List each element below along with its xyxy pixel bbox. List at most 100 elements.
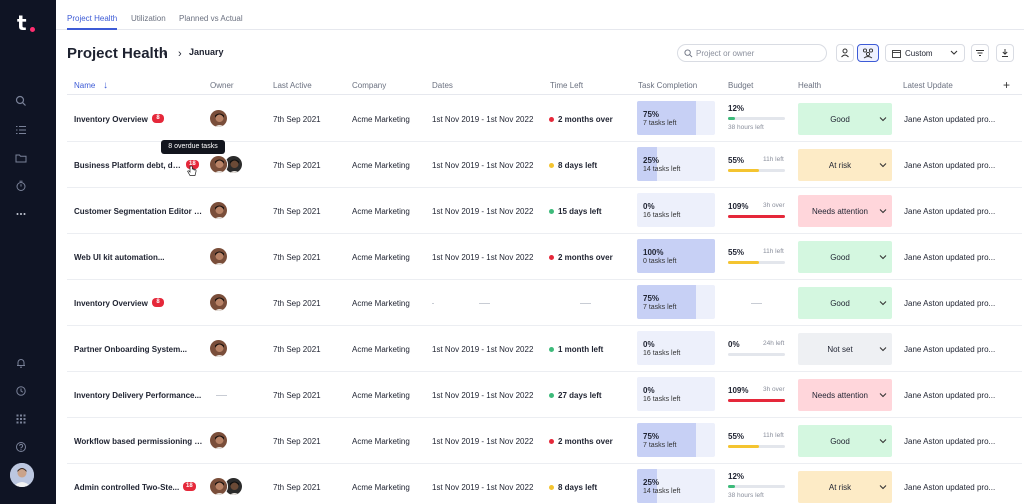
tab-planned-vs-actual[interactable]: Planned vs Actual — [179, 14, 243, 23]
tab-utilization[interactable]: Utilization — [131, 14, 166, 23]
health-status-dropdown[interactable]: At risk — [798, 471, 892, 503]
prev-month-icon[interactable]: ‹ — [163, 48, 167, 60]
project-name[interactable]: Business Platform debt, de... — [74, 161, 182, 170]
date-range: 1st Nov 2019 - 1st Nov 2022 — [432, 437, 534, 446]
project-name[interactable]: Inventory Overview — [74, 299, 148, 308]
filter-button[interactable] — [971, 44, 989, 62]
tasks-left: 14 tasks left — [643, 488, 681, 495]
task-completion-bar[interactable]: 75% 7 tasks left — [637, 101, 715, 135]
col-header-budget[interactable]: Budget — [728, 81, 754, 90]
overdue-tasks-badge[interactable]: 8 — [152, 298, 164, 307]
owner-avatar[interactable] — [209, 247, 228, 266]
tasks-left: 7 tasks left — [643, 304, 677, 311]
user-avatar[interactable] — [10, 463, 34, 487]
table-row[interactable]: Inventory Delivery Performance... 7th Sep… — [67, 372, 1022, 418]
owner-avatar[interactable] — [209, 293, 228, 312]
bell-icon[interactable] — [15, 357, 27, 369]
task-completion-bar[interactable]: 25% 14 tasks left — [637, 147, 715, 181]
col-header-latest-update[interactable]: Latest Update — [903, 81, 953, 90]
health-status-dropdown[interactable]: Good — [798, 241, 892, 273]
table-row[interactable]: Partner Onboarding System... 7th Sep 2021… — [67, 326, 1022, 372]
col-header-company[interactable]: Company — [352, 81, 387, 90]
latest-update[interactable]: Jane Aston updated pro... — [904, 299, 996, 308]
table-row[interactable]: Business Platform debt, de... 18 7th Sep 2… — [67, 142, 1022, 188]
table-row[interactable]: Inventory Overview 8 7th Sep 2021 Acme Mark… — [67, 280, 1022, 326]
project-name[interactable]: Inventory Delivery Performance... — [74, 391, 202, 400]
help-icon[interactable] — [15, 441, 27, 453]
task-completion-bar[interactable]: 25% 14 tasks left — [637, 469, 715, 503]
date-range-dropdown[interactable]: Custom — [885, 44, 965, 62]
history-icon[interactable] — [15, 385, 27, 397]
latest-update[interactable]: Jane Aston updated pro... — [904, 345, 996, 354]
owner-avatar[interactable] — [209, 431, 228, 450]
latest-update[interactable]: Jane Aston updated pro... — [904, 483, 996, 492]
next-month-icon[interactable]: › — [178, 48, 182, 60]
col-header-name[interactable]: Name — [74, 81, 96, 90]
timer-icon[interactable] — [15, 180, 27, 192]
sort-arrow-down-icon[interactable]: ↓ — [103, 80, 108, 91]
tasks-list-icon[interactable] — [15, 124, 27, 136]
add-column-icon[interactable]: + — [1003, 78, 1011, 92]
table-row[interactable]: Customer Segmentation Editor F... 7th Sep… — [67, 188, 1022, 234]
col-header-health[interactable]: Health — [798, 81, 822, 90]
overdue-tasks-badge[interactable]: 18 — [186, 160, 199, 169]
owner-avatar[interactable] — [209, 109, 228, 128]
health-status-dropdown[interactable]: Good — [798, 425, 892, 457]
single-user-view-button[interactable] — [836, 44, 854, 62]
download-button[interactable] — [996, 44, 1014, 62]
project-name[interactable]: Web UI kit automation... — [74, 253, 165, 262]
apps-grid-icon[interactable] — [15, 413, 27, 425]
owner-avatar[interactable] — [209, 155, 228, 174]
latest-update[interactable]: Jane Aston updated pro... — [904, 161, 996, 170]
table-row[interactable]: Web UI kit automation... 7th Sep 2021 Acme… — [67, 234, 1022, 280]
health-status-label: Good — [830, 437, 850, 446]
budget-percent: 12% — [728, 104, 745, 113]
col-header-time-left[interactable]: Time Left — [550, 81, 584, 90]
project-name[interactable]: Workflow based permissioning e... — [74, 437, 204, 446]
company-name: Acme Marketing — [352, 437, 410, 446]
budget-note: 3h over — [763, 202, 785, 209]
project-name[interactable]: Partner Onboarding System... — [74, 345, 187, 354]
task-completion-bar[interactable]: 75% 7 tasks left — [637, 423, 715, 457]
owner-avatar[interactable] — [209, 201, 228, 220]
time-left: 8 days left — [558, 161, 598, 170]
owner-avatar[interactable] — [209, 339, 228, 358]
team-view-button[interactable] — [857, 44, 879, 62]
table-row[interactable]: Inventory Overview 8 7th Sep 2021 Acme Mark… — [67, 96, 1022, 142]
col-header-dates[interactable]: Dates — [432, 81, 453, 90]
health-status-dropdown[interactable]: Good — [798, 287, 892, 319]
tab-project-health[interactable]: Project Health — [67, 14, 118, 30]
folder-icon[interactable] — [15, 152, 27, 164]
project-name[interactable]: Inventory Overview — [74, 115, 148, 124]
health-status-dropdown[interactable]: Needs attention — [798, 379, 892, 411]
table-row[interactable]: Workflow based permissioning e... 7th Sep… — [67, 418, 1022, 464]
health-status-dropdown[interactable]: Good — [798, 103, 892, 135]
health-status-dropdown[interactable]: Not set — [798, 333, 892, 365]
project-name[interactable]: Customer Segmentation Editor F... — [74, 207, 204, 216]
task-completion-bar[interactable]: 0% 16 tasks left — [637, 377, 715, 411]
latest-update[interactable]: Jane Aston updated pro... — [904, 207, 996, 216]
overdue-tasks-badge[interactable]: 18 — [183, 482, 196, 491]
more-icon[interactable] — [15, 208, 27, 220]
col-header-last-active[interactable]: Last Active — [273, 81, 312, 90]
col-header-task-completion[interactable]: Task Completion — [638, 81, 698, 90]
health-status-dropdown[interactable]: At risk — [798, 149, 892, 181]
latest-update[interactable]: Jane Aston updated pro... — [904, 391, 996, 400]
latest-update[interactable]: Jane Aston updated pro... — [904, 115, 996, 124]
health-status-label: Needs attention — [811, 207, 869, 216]
brand-logo[interactable]: t — [17, 11, 27, 35]
owner-avatar[interactable] — [209, 477, 228, 496]
health-status-dropdown[interactable]: Needs attention — [798, 195, 892, 227]
latest-update[interactable]: Jane Aston updated pro... — [904, 437, 996, 446]
task-completion-bar[interactable]: 100% 0 tasks left — [637, 239, 715, 273]
col-header-owner[interactable]: Owner — [210, 81, 234, 90]
task-completion-bar[interactable]: 0% 16 tasks left — [637, 193, 715, 227]
search-input[interactable] — [696, 47, 821, 59]
overdue-tasks-badge[interactable]: 8 — [152, 114, 164, 123]
task-completion-bar[interactable]: 75% 7 tasks left — [637, 285, 715, 319]
table-row[interactable]: Admin controlled Two-Ste... 18 7th Sep 202… — [67, 464, 1022, 504]
task-completion-bar[interactable]: 0% 16 tasks left — [637, 331, 715, 365]
search-icon[interactable] — [15, 95, 27, 107]
latest-update[interactable]: Jane Aston updated pro... — [904, 253, 996, 262]
project-name[interactable]: Admin controlled Two-Ste... — [74, 483, 180, 492]
